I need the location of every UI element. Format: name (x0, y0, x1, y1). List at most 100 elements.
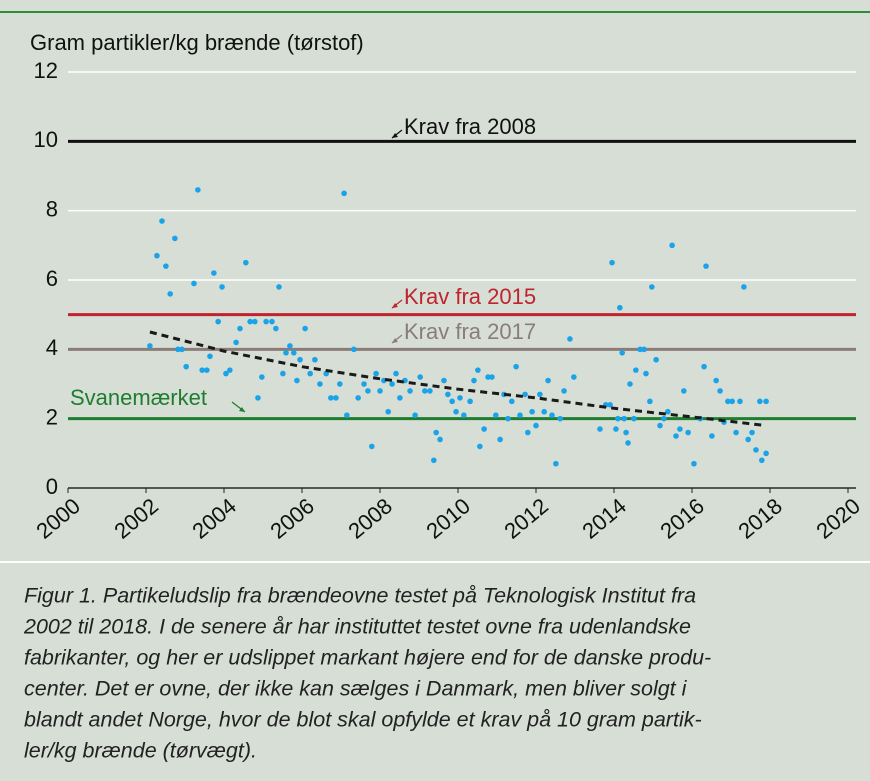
data-point (219, 284, 225, 290)
data-point (294, 377, 300, 384)
data-point (759, 457, 765, 464)
data-point (341, 190, 347, 197)
data-point (623, 429, 629, 436)
caption-line: ler/kg brænde (tørvægt). (24, 739, 257, 763)
data-point (445, 391, 451, 398)
data-point (377, 388, 383, 394)
data-point (247, 318, 253, 325)
data-point (681, 388, 687, 394)
reference-label: Krav fra 2015 (404, 284, 536, 309)
data-point (373, 370, 379, 377)
data-point (703, 263, 709, 269)
data-point (497, 436, 503, 443)
data-point (191, 280, 197, 287)
data-point (355, 395, 361, 401)
data-point (763, 450, 769, 457)
data-point (243, 259, 249, 266)
data-point (302, 325, 308, 332)
data-point (509, 398, 515, 405)
data-point (725, 398, 731, 405)
trend-line (149, 330, 767, 428)
reference-label: Krav fra 2008 (404, 114, 536, 139)
data-point (163, 263, 169, 269)
y-tick-label: 0 (46, 474, 58, 499)
data-point (737, 398, 743, 405)
data-point (431, 457, 437, 464)
data-point (517, 412, 523, 419)
data-point (276, 284, 282, 290)
data-point (351, 346, 357, 353)
data-point (643, 370, 649, 377)
data-point (323, 370, 329, 377)
data-point (215, 318, 221, 325)
data-point (647, 398, 653, 405)
data-point (745, 436, 751, 443)
data-point (223, 370, 229, 377)
data-point (461, 412, 467, 419)
data-point (199, 367, 205, 373)
data-point (312, 356, 318, 363)
data-point (417, 374, 423, 380)
data-point (369, 443, 375, 450)
data-point (749, 429, 755, 436)
data-point (477, 443, 483, 450)
data-point (661, 415, 667, 422)
reference-arrowhead (392, 133, 398, 138)
data-point (167, 291, 173, 297)
data-point (522, 391, 528, 398)
data-point (625, 440, 631, 446)
data-point (709, 433, 715, 439)
data-point (427, 388, 433, 394)
data-point (441, 377, 447, 384)
data-point (453, 408, 459, 415)
data-point (485, 374, 491, 380)
data-point (179, 346, 185, 353)
data-point (633, 367, 639, 373)
data-point (729, 398, 735, 405)
data-point (619, 350, 625, 356)
data-point (537, 391, 543, 398)
data-point (753, 447, 759, 453)
data-point (669, 242, 675, 249)
data-point (553, 460, 559, 467)
data-point (541, 408, 547, 415)
data-point (227, 367, 233, 373)
data-point (549, 412, 555, 419)
data-point (183, 363, 189, 370)
caption-line: center. Det er ovne, der ikke kan sælges… (24, 677, 688, 701)
data-point (653, 356, 659, 363)
caption-line: fabrikanter, og her er udslippet markant… (24, 646, 711, 670)
data-point (717, 388, 723, 394)
data-point (649, 284, 655, 290)
data-point (513, 363, 519, 370)
data-point (449, 398, 455, 405)
y-tick-label: 6 (46, 266, 58, 291)
data-point (393, 370, 399, 377)
y-axis-label: Gram partikler/kg brænde (tørstof) (30, 30, 364, 55)
data-point (328, 395, 334, 401)
data-point (273, 325, 279, 332)
y-tick-label: 2 (46, 404, 58, 429)
data-point (471, 377, 477, 384)
data-point (195, 187, 201, 193)
data-point (307, 370, 313, 377)
data-point (701, 363, 707, 370)
data-point (763, 398, 769, 405)
data-point (529, 408, 535, 415)
data-point (172, 235, 178, 242)
data-point (673, 433, 679, 439)
data-point (733, 429, 739, 436)
reference-label: Svanemærket (70, 385, 207, 410)
data-point (691, 460, 697, 467)
data-point (467, 398, 473, 405)
data-point (677, 426, 683, 432)
reference-label: Krav fra 2017 (404, 319, 536, 344)
data-point (422, 388, 428, 394)
data-point (657, 422, 663, 429)
reference-arrowhead (239, 407, 245, 412)
data-point (317, 381, 323, 387)
data-point (571, 374, 577, 380)
data-point (269, 318, 275, 325)
